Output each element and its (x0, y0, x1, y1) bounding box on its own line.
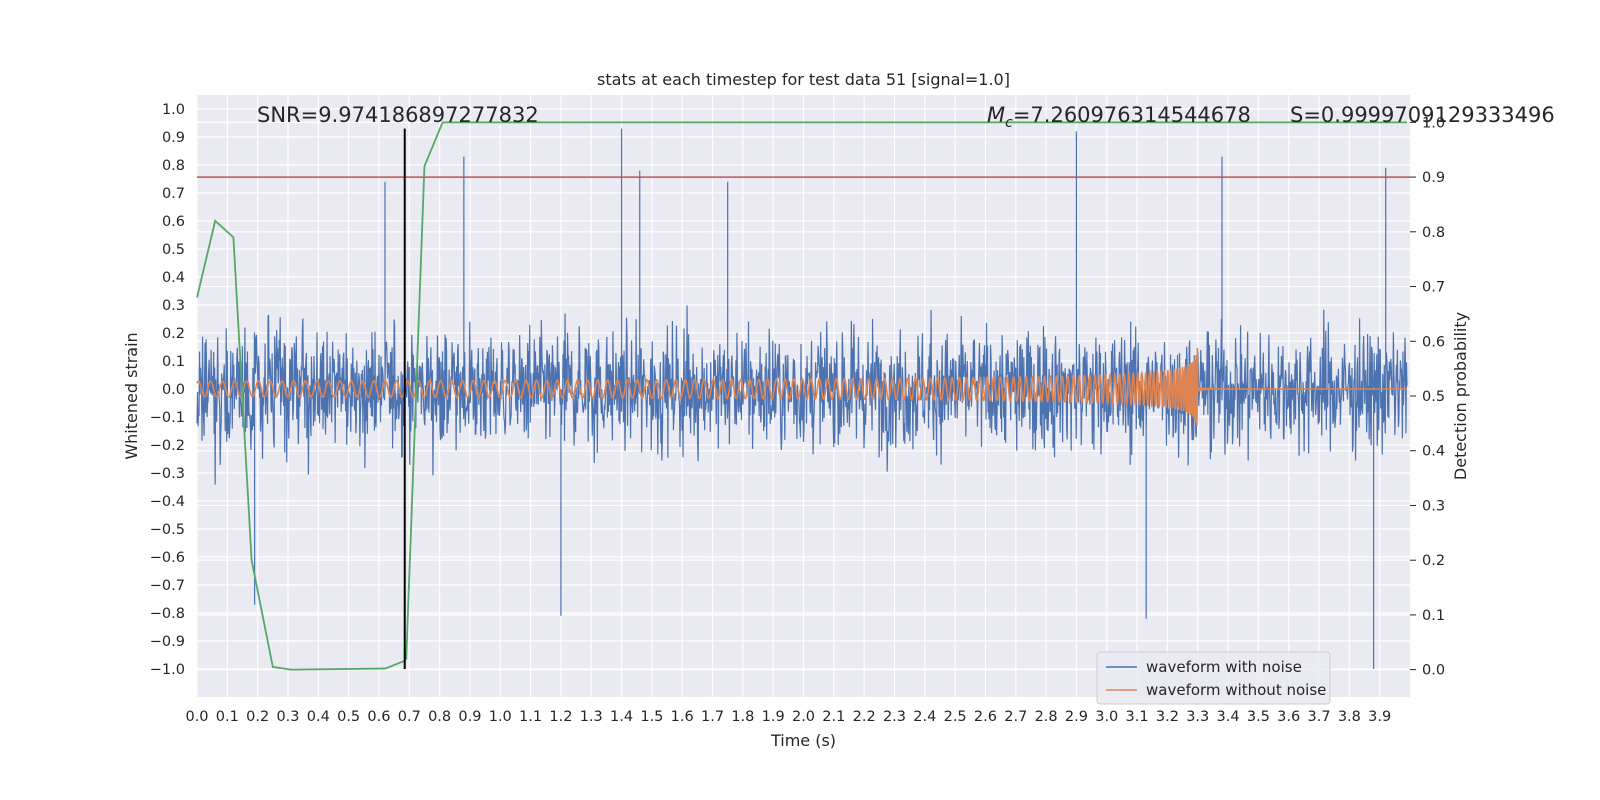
y-axis-label: Whitened strain (122, 332, 141, 459)
x-tick-1.2: 1.2 (549, 709, 572, 725)
x-axis-label: Time (s) (770, 731, 836, 750)
x-tick-2.3: 2.3 (883, 709, 906, 725)
legend-label-clean: waveform without noise (1146, 681, 1326, 699)
mc-value: =7.260976314544678 (1013, 103, 1251, 127)
x-tick-0.2: 0.2 (246, 709, 269, 725)
y-tick-5: 0.5 (162, 242, 185, 258)
x-tick-1.0: 1.0 (489, 709, 512, 725)
y2-tick-0.5: 0.5 (1422, 389, 1445, 405)
y-tick-1: 0.9 (162, 130, 185, 146)
y-tick-19: −0.9 (150, 634, 185, 650)
y2-tick-0.2: 0.2 (1422, 553, 1445, 569)
y-tick-18: −0.8 (150, 606, 185, 622)
y-tick-2: 0.8 (162, 158, 185, 174)
y-tick-7: 0.3 (162, 298, 185, 314)
y2-tick-0.9: 0.9 (1422, 170, 1445, 186)
y2-tick-0.3: 0.3 (1422, 498, 1445, 514)
y-tick-17: −0.7 (150, 578, 185, 594)
x-tick-3.5: 3.5 (1247, 709, 1270, 725)
y-tick-0: 1.0 (162, 102, 185, 118)
x-tick-1.5: 1.5 (640, 709, 663, 725)
legend-label-noisy: waveform with noise (1146, 658, 1302, 676)
x-tick-0.7: 0.7 (398, 709, 421, 725)
y-tick-labels: 1.0 0.9 0.8 0.7 0.6 0.5 0.4 0.3 0.2 0.1 0.0 −0.1 −0.… (150, 102, 185, 678)
y2-tick-0.8: 0.8 (1422, 225, 1445, 241)
x-tick-1.9: 1.9 (762, 709, 785, 725)
series-detection-probability (196, 121, 1407, 671)
x-tick-1.7: 1.7 (701, 709, 724, 725)
y-tick-11: −0.1 (150, 410, 185, 426)
x-tick-3.2: 3.2 (1156, 709, 1179, 725)
y-tick-9: 0.1 (162, 354, 185, 370)
x-tick-2.7: 2.7 (1004, 709, 1027, 725)
x-tick-2.4: 2.4 (913, 709, 936, 725)
y2-tick-0.6: 0.6 (1422, 334, 1445, 350)
x-tick-3.6: 3.6 (1277, 709, 1300, 725)
x-tick-3.0: 3.0 (1095, 709, 1118, 725)
x-tick-3.3: 3.3 (1186, 709, 1209, 725)
mc-symbol: M (987, 103, 1005, 127)
x-tick-2.0: 2.0 (792, 709, 815, 725)
x-tick-1.3: 1.3 (580, 709, 603, 725)
x-tick-3.9: 3.9 (1368, 709, 1391, 725)
x-tick-0.1: 0.1 (216, 709, 239, 725)
series-waveform-without-noise (196, 347, 1407, 426)
plot-content (196, 121, 1410, 671)
y-tick-20: −1.0 (150, 662, 185, 678)
x-tick-2.6: 2.6 (974, 709, 997, 725)
y-tick-4: 0.6 (162, 214, 185, 230)
x-tick-1.1: 1.1 (519, 709, 542, 725)
mc-subscript: c (1005, 115, 1013, 131)
y-tick-3: 0.7 (162, 186, 185, 202)
x-tick-0.3: 0.3 (276, 709, 299, 725)
x-tick-0.0: 0.0 (185, 709, 208, 725)
y2-tick-0.7: 0.7 (1422, 280, 1445, 296)
x-tick-0.6: 0.6 (367, 709, 390, 725)
series-waveform-with-noise (196, 128, 1408, 669)
y-tick-15: −0.5 (150, 522, 185, 538)
x-tick-0.5: 0.5 (337, 709, 360, 725)
y-tick-16: −0.6 (150, 550, 185, 566)
x-tick-3.8: 3.8 (1338, 709, 1361, 725)
x-tick-2.2: 2.2 (853, 709, 876, 725)
y2-tick-labels: 1.0 0.9 0.8 0.7 0.6 0.5 0.4 0.3 0.2 0.1 0.0 (1410, 115, 1445, 679)
x-tick-2.1: 2.1 (822, 709, 845, 725)
x-tick-2.8: 2.8 (1035, 709, 1058, 725)
y-tick-12: −0.2 (150, 438, 185, 454)
y-tick-14: −0.4 (150, 494, 185, 510)
legend: waveform with noise waveform without noi… (1096, 651, 1331, 705)
chart-title: stats at each timestep for test data 51 … (597, 70, 1010, 89)
y2-tick-0.0: 0.0 (1422, 663, 1445, 679)
y2-tick-1.0: 1.0 (1422, 115, 1445, 131)
y2-tick-0.4: 0.4 (1422, 444, 1445, 460)
y2-tick-0.1: 0.1 (1422, 608, 1445, 624)
legend-box (1096, 651, 1331, 705)
x-tick-0.4: 0.4 (307, 709, 330, 725)
y-tick-6: 0.4 (162, 270, 185, 286)
x-tick-0.9: 0.9 (458, 709, 481, 725)
x-tick-2.5: 2.5 (944, 709, 967, 725)
x-tick-1.8: 1.8 (731, 709, 754, 725)
x-tick-3.7: 3.7 (1307, 709, 1330, 725)
s-annotation: S=0.9999709129333496 (1290, 103, 1555, 127)
y-tick-10: 0.0 (162, 382, 185, 398)
x-tick-0.8: 0.8 (428, 709, 451, 725)
snr-annotation: SNR=9.974186897277832 (257, 103, 539, 127)
x-tick-1.6: 1.6 (671, 709, 694, 725)
y-tick-13: −0.3 (150, 466, 185, 482)
mc-annotation: Mc=7.260976314544678 (987, 103, 1251, 131)
x-tick-1.4: 1.4 (610, 709, 633, 725)
x-tick-3.4: 3.4 (1217, 709, 1240, 725)
x-tick-3.1: 3.1 (1126, 709, 1149, 725)
y-tick-8: 0.2 (162, 326, 185, 342)
x-tick-2.9: 2.9 (1065, 709, 1088, 725)
y2-axis-label: Detection probability (1451, 312, 1470, 480)
x-tick-labels: 0.0 0.1 0.2 0.3 0.4 0.5 0.6 0.7 0.8 0.9 1.0 1.1 1.2 1… (185, 709, 1391, 725)
